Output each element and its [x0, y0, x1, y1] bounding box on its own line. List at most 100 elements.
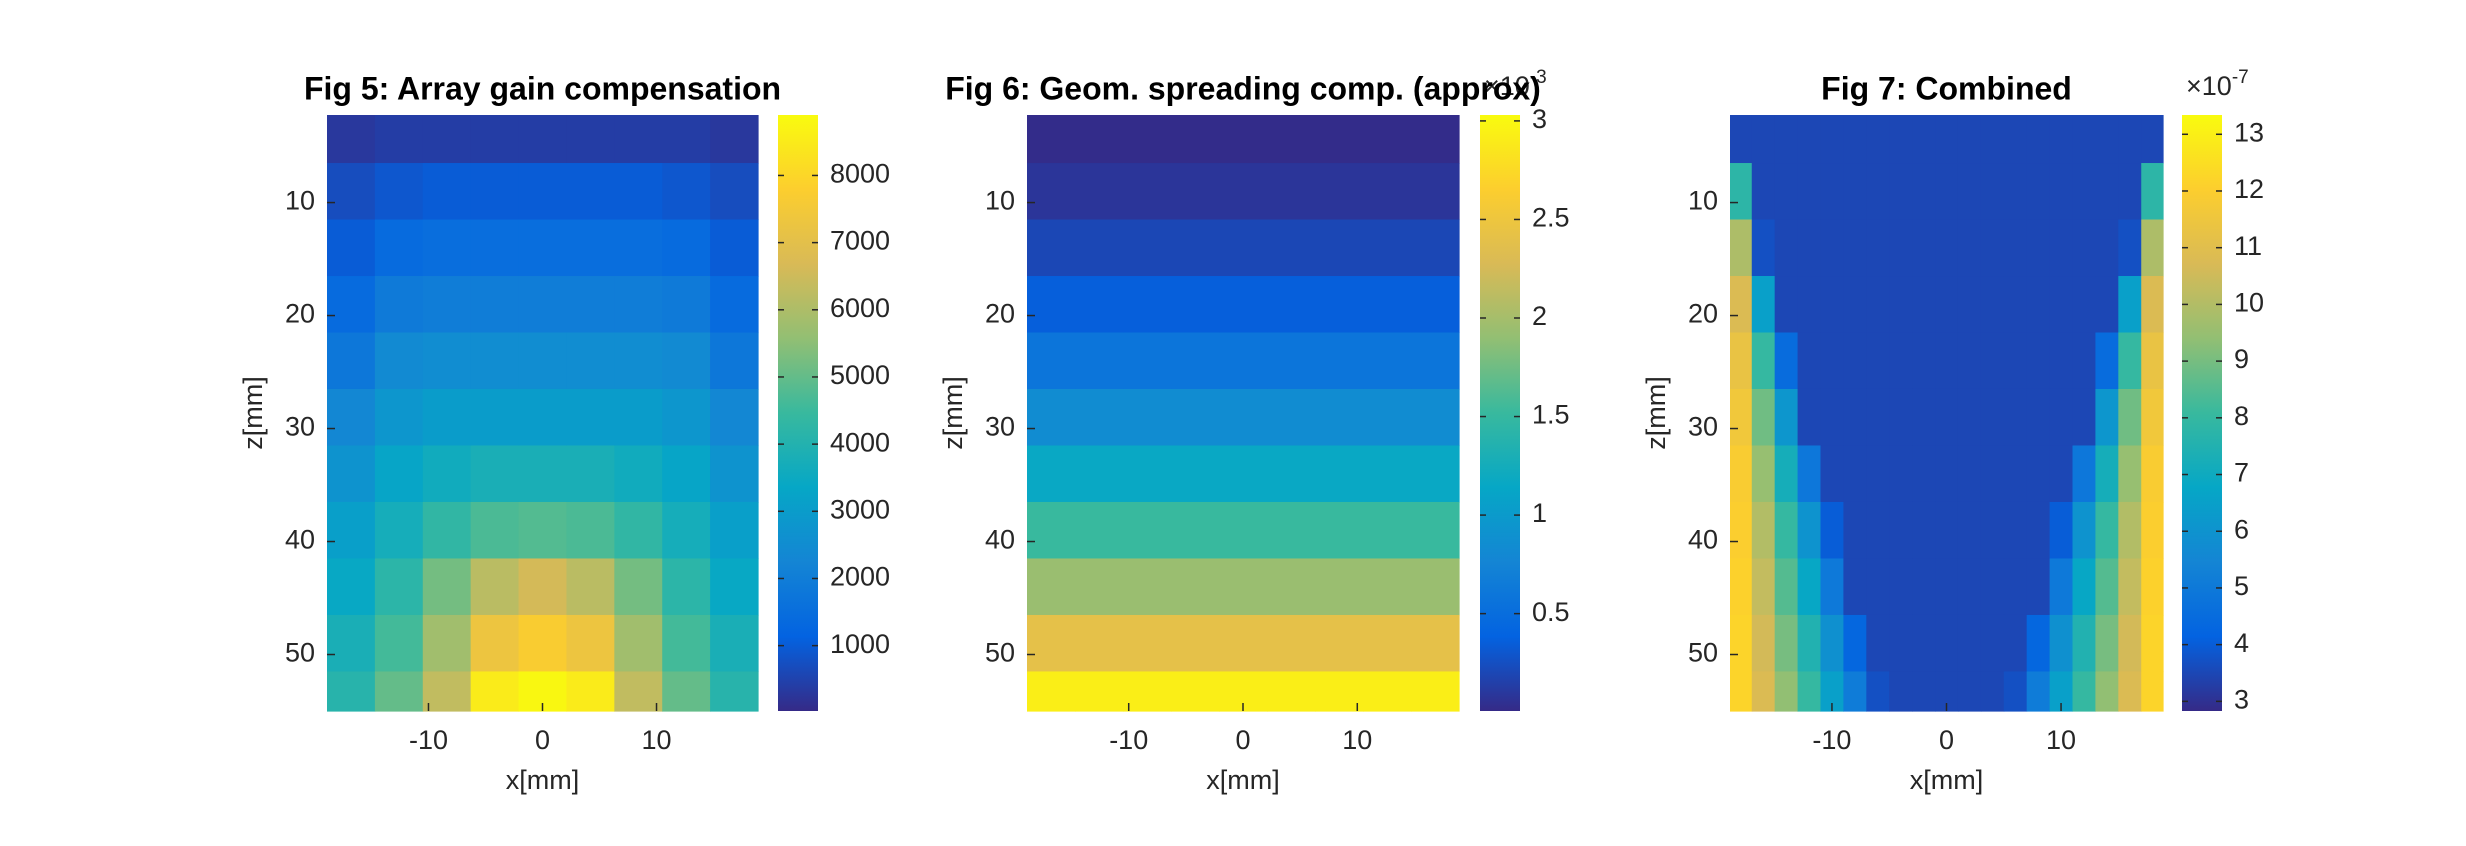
heatmap-cell [1935, 445, 1959, 503]
heatmap-cell [2072, 501, 2097, 560]
heatmap-cell [1027, 332, 1076, 390]
heatmap-cell [374, 558, 424, 616]
heatmap-cell [2003, 219, 2028, 277]
heatmap-cell [1411, 671, 1460, 712]
colorbar-tick-label: 13 [2234, 117, 2264, 147]
heatmap-cell [1889, 671, 1913, 712]
heatmap-cell [1219, 558, 1268, 616]
heatmap-cell [710, 276, 759, 334]
heatmap-cell [710, 115, 759, 164]
heatmap-cell [1075, 558, 1124, 616]
heatmap-cell [662, 614, 711, 673]
heatmap-cell [2026, 276, 2051, 334]
heatmap-cell [1751, 388, 1776, 447]
heatmap-cell [422, 115, 472, 164]
x-axis-label: x[mm] [1206, 765, 1280, 795]
heatmap-cell [1774, 388, 1799, 447]
heatmap-cell [374, 501, 424, 560]
heatmap-cell [710, 558, 759, 616]
subplot: -10 0 10 10 20 30 40 50 x[mm] z[mm] 3 4 5 6 7 8 9 10 11 12 1… [1641, 67, 2264, 795]
heatmap-cell [1889, 163, 1913, 221]
colorbar-scale-base: ×10 [2186, 71, 2232, 101]
heatmap-cell [1957, 445, 1982, 503]
heatmap-cell [374, 115, 424, 164]
y-tick-label: 30 [985, 412, 1015, 442]
y-tick-label: 30 [1688, 412, 1718, 442]
heatmap-cell [518, 388, 568, 447]
heatmap-cell [1866, 501, 1890, 560]
heatmap-cell [1957, 558, 1982, 616]
y-tick-label: 50 [985, 638, 1015, 668]
heatmap-cell [1774, 276, 1799, 334]
heatmap-cell [1363, 445, 1412, 503]
heatmap-cell [1935, 276, 1959, 334]
heatmap-cell [614, 501, 663, 560]
heatmap-cell [662, 388, 711, 447]
heatmap-cell [1219, 614, 1268, 673]
colorbar-tick-label: 9 [2234, 344, 2249, 374]
heatmap-cell [1935, 115, 1959, 164]
heatmap-cell [1363, 614, 1412, 673]
heatmap-cell [614, 163, 663, 221]
heatmap-cell [1219, 115, 1268, 164]
heatmap-cell [1957, 332, 1982, 390]
heatmap-cell [566, 115, 615, 164]
heatmap-cell [327, 558, 376, 616]
heatmap-cell [1935, 671, 1959, 712]
heatmap-cell [1957, 614, 1982, 673]
heatmap-cell [2049, 501, 2074, 560]
heatmap-cell [2118, 614, 2142, 673]
heatmap-cell [1171, 558, 1220, 616]
y-tick-label: 10 [985, 186, 1015, 216]
heatmap-cell [1957, 163, 1982, 221]
heatmap-cell [1774, 445, 1799, 503]
heatmap-cell [1171, 163, 1220, 221]
heatmap-cell [1980, 671, 2005, 712]
colorbar-tick-label: 3 [1532, 104, 1547, 134]
heatmap-cell [1774, 614, 1799, 673]
colorbar-scale-exponent: -7 [2232, 67, 2249, 88]
heatmap-cell [1267, 501, 1316, 560]
heatmap-cell [1935, 332, 1959, 390]
heatmap-cell [422, 388, 472, 447]
heatmap-cell [614, 671, 663, 712]
heatmap-cell [1171, 671, 1220, 712]
heatmap-cell [1866, 115, 1890, 164]
heatmap-cell [2072, 614, 2097, 673]
colorbar-tick-label: 12 [2234, 174, 2264, 204]
heatmap-cell [1411, 332, 1460, 390]
heatmap-cell [1171, 115, 1220, 164]
heatmap-cell [1935, 501, 1959, 560]
heatmap-cell [2003, 501, 2028, 560]
heatmap-cell [1730, 219, 1753, 277]
y-tick-label: 50 [1688, 638, 1718, 668]
colorbar-scale: ×10-7 [2186, 67, 2249, 101]
heatmap-cell [374, 614, 424, 673]
heatmap-cell [1219, 501, 1268, 560]
heatmap-cell [1866, 388, 1890, 447]
heatmap-cell [2118, 445, 2142, 503]
heatmap-cell [2003, 671, 2028, 712]
heatmap-cell [1751, 219, 1776, 277]
heatmap-cell [710, 501, 759, 560]
heatmap-cell [1912, 163, 1936, 221]
heatmap-cell [1123, 501, 1172, 560]
heatmap-cell [566, 558, 615, 616]
y-tick-label: 30 [285, 412, 315, 442]
heatmap-cell [1411, 614, 1460, 673]
heatmap-cell [1980, 445, 2005, 503]
heatmap-cell [662, 558, 711, 616]
heatmap-cell [422, 276, 472, 334]
heatmap-cell [710, 388, 759, 447]
heatmap-cell [2072, 219, 2097, 277]
x-tick-label: 10 [1342, 725, 1372, 755]
heatmap-cell [2095, 558, 2119, 616]
heatmap-cell [470, 332, 520, 390]
heatmap-cell [1751, 332, 1776, 390]
heatmap-cell [1730, 614, 1753, 673]
heatmap-cell [374, 276, 424, 334]
heatmap-cell [2049, 671, 2074, 712]
heatmap-cell [1123, 332, 1172, 390]
x-tick-label: -10 [1109, 725, 1148, 755]
heatmap-cell [2026, 332, 2051, 390]
